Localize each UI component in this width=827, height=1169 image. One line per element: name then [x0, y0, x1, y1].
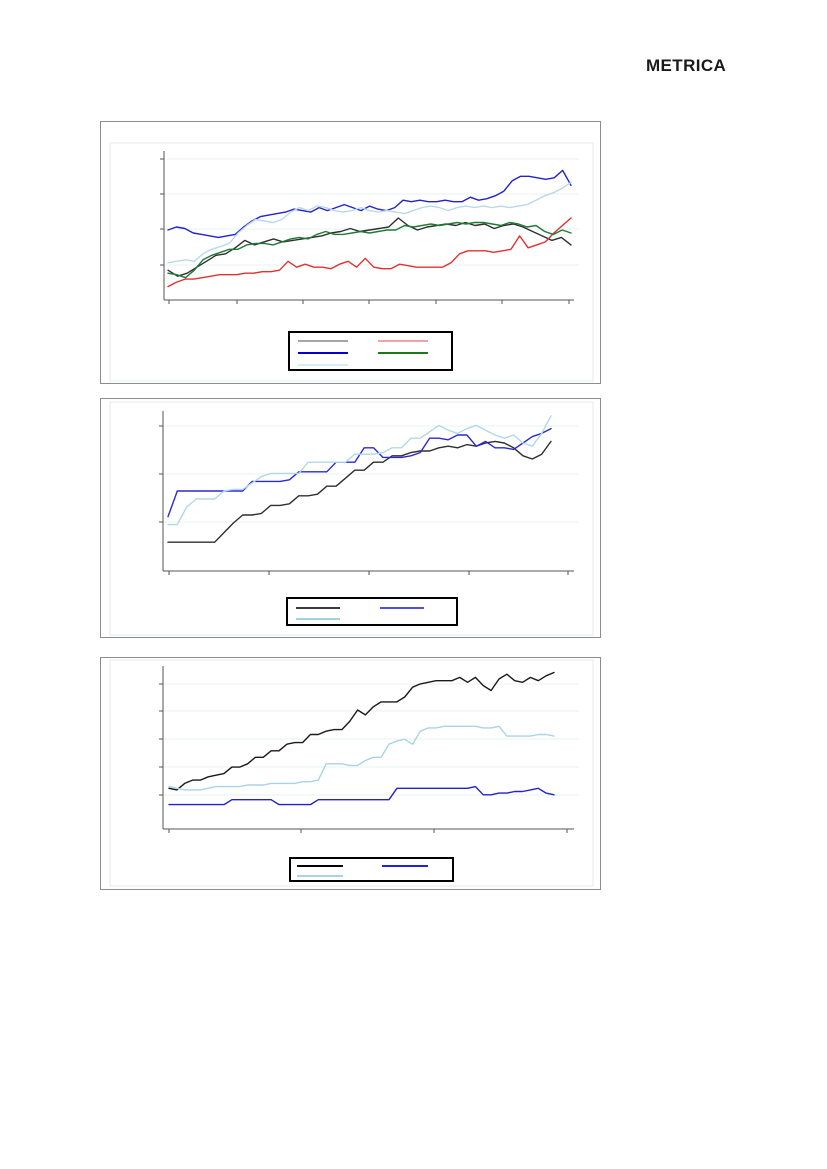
legend-swatch-series-blue: [298, 352, 348, 354]
series-lightblue-line: [167, 181, 572, 264]
legend-box-chart-3: [289, 857, 454, 882]
series-black-line: [167, 217, 572, 277]
legend-box-chart-2: [286, 597, 458, 626]
legend-swatch-series-blue: [380, 607, 424, 609]
series-blue-line: [167, 427, 552, 518]
chart-2-plot: [109, 401, 594, 636]
series-green-line: [167, 221, 572, 279]
series-black-line: [167, 440, 552, 543]
legend-box-chart-1: [288, 331, 453, 371]
legend-swatch-series-lightblue: [298, 364, 348, 366]
series-blue-line: [167, 169, 572, 239]
series-lightblue-line: [167, 415, 552, 526]
chart-panel-1: [100, 121, 601, 384]
series-black-line: [168, 671, 555, 791]
chart-3-plot: [109, 659, 594, 887]
series-lightblue-line: [168, 725, 555, 791]
chart-1-plot: [109, 142, 594, 382]
series-blue-line: [168, 785, 555, 806]
legend-swatch-series-blue: [382, 865, 428, 867]
series-red-line: [167, 217, 572, 288]
legend-swatch-series-lightblue: [297, 875, 343, 877]
legend-swatch-series-black: [297, 865, 343, 867]
legend-swatch-series-black: [296, 607, 340, 609]
legend-swatch-series-black: [298, 340, 348, 342]
chart-panel-3: [100, 657, 601, 890]
legend-swatch-series-green: [378, 352, 428, 354]
legend-swatch-series-red: [378, 340, 428, 342]
legend-swatch-series-lightblue: [296, 618, 340, 620]
chart-panel-2: [100, 398, 601, 638]
metrica-logo: METRICA: [646, 56, 727, 75]
